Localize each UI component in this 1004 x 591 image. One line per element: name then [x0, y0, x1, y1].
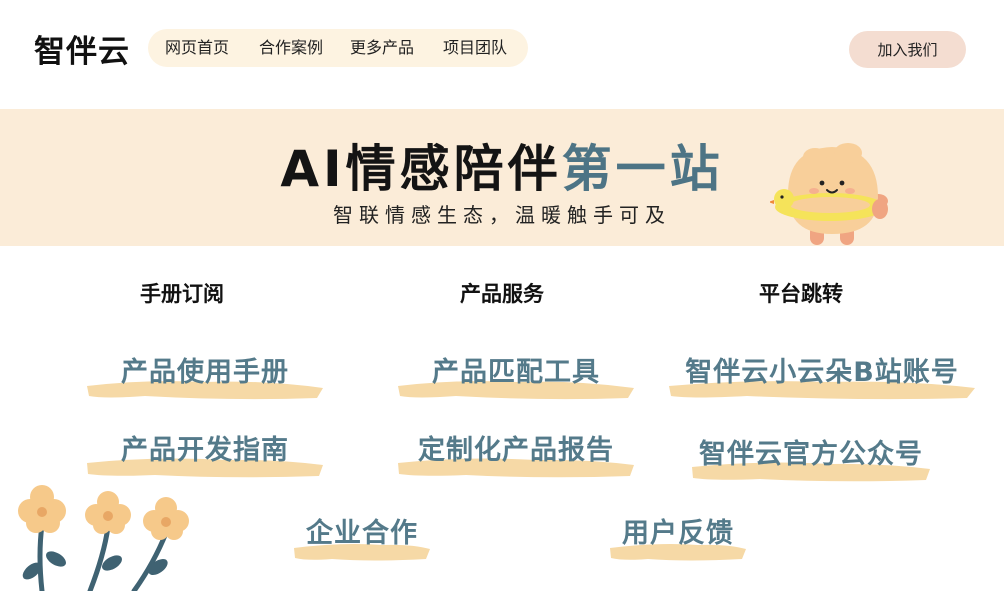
brush-stroke	[398, 458, 634, 478]
nav-home[interactable]: 网页首页	[165, 38, 230, 57]
section-heading-services: 产品服务	[460, 282, 544, 306]
section-heading-platform: 平台跳转	[759, 282, 843, 306]
link-product-match-tool[interactable]: 产品匹配工具	[396, 350, 636, 402]
brush-stroke	[610, 544, 746, 561]
link-official-account[interactable]: 智伴云官方公众号	[690, 432, 932, 484]
link-custom-report[interactable]: 定制化产品报告	[396, 428, 636, 480]
join-us-button[interactable]: 加入我们	[849, 31, 966, 68]
link-user-feedback[interactable]: 用户反馈	[608, 511, 748, 563]
link-user-manual[interactable]: 产品使用手册	[85, 350, 325, 402]
link-dev-guide[interactable]: 产品开发指南	[85, 428, 325, 480]
mascot-illustration	[770, 143, 888, 245]
link-bilibili-account[interactable]: 智伴云小云朵B站账号	[667, 350, 977, 402]
site-logo[interactable]: 智伴云	[34, 34, 130, 70]
brush-stroke	[294, 544, 430, 561]
nav-team[interactable]: 项目团队	[443, 38, 508, 57]
brush-stroke	[87, 458, 323, 478]
section-heading-manual: 手册订阅	[140, 282, 224, 306]
hero-title-accent: 第一站	[561, 140, 724, 198]
hero-subtitle: 智联情感生态，温暖触手可及	[333, 203, 671, 227]
nav-more-products[interactable]: 更多产品	[350, 38, 415, 57]
top-nav: 网页首页 合作案例 更多产品 项目团队	[148, 29, 528, 67]
brush-stroke	[87, 381, 323, 400]
hero-title-main: AI情感陪伴	[280, 140, 562, 198]
hero-title: AI情感陪伴第一站	[0, 129, 1004, 201]
link-business-cooperation[interactable]: 企业合作	[292, 511, 432, 563]
flower-decoration	[18, 485, 189, 591]
hero-banner: AI情感陪伴第一站 智联情感生态，温暖触手可及	[0, 109, 1004, 246]
brush-stroke	[692, 462, 930, 482]
nav-cases[interactable]: 合作案例	[259, 38, 324, 57]
brush-stroke	[669, 381, 975, 400]
brush-stroke	[398, 381, 634, 400]
